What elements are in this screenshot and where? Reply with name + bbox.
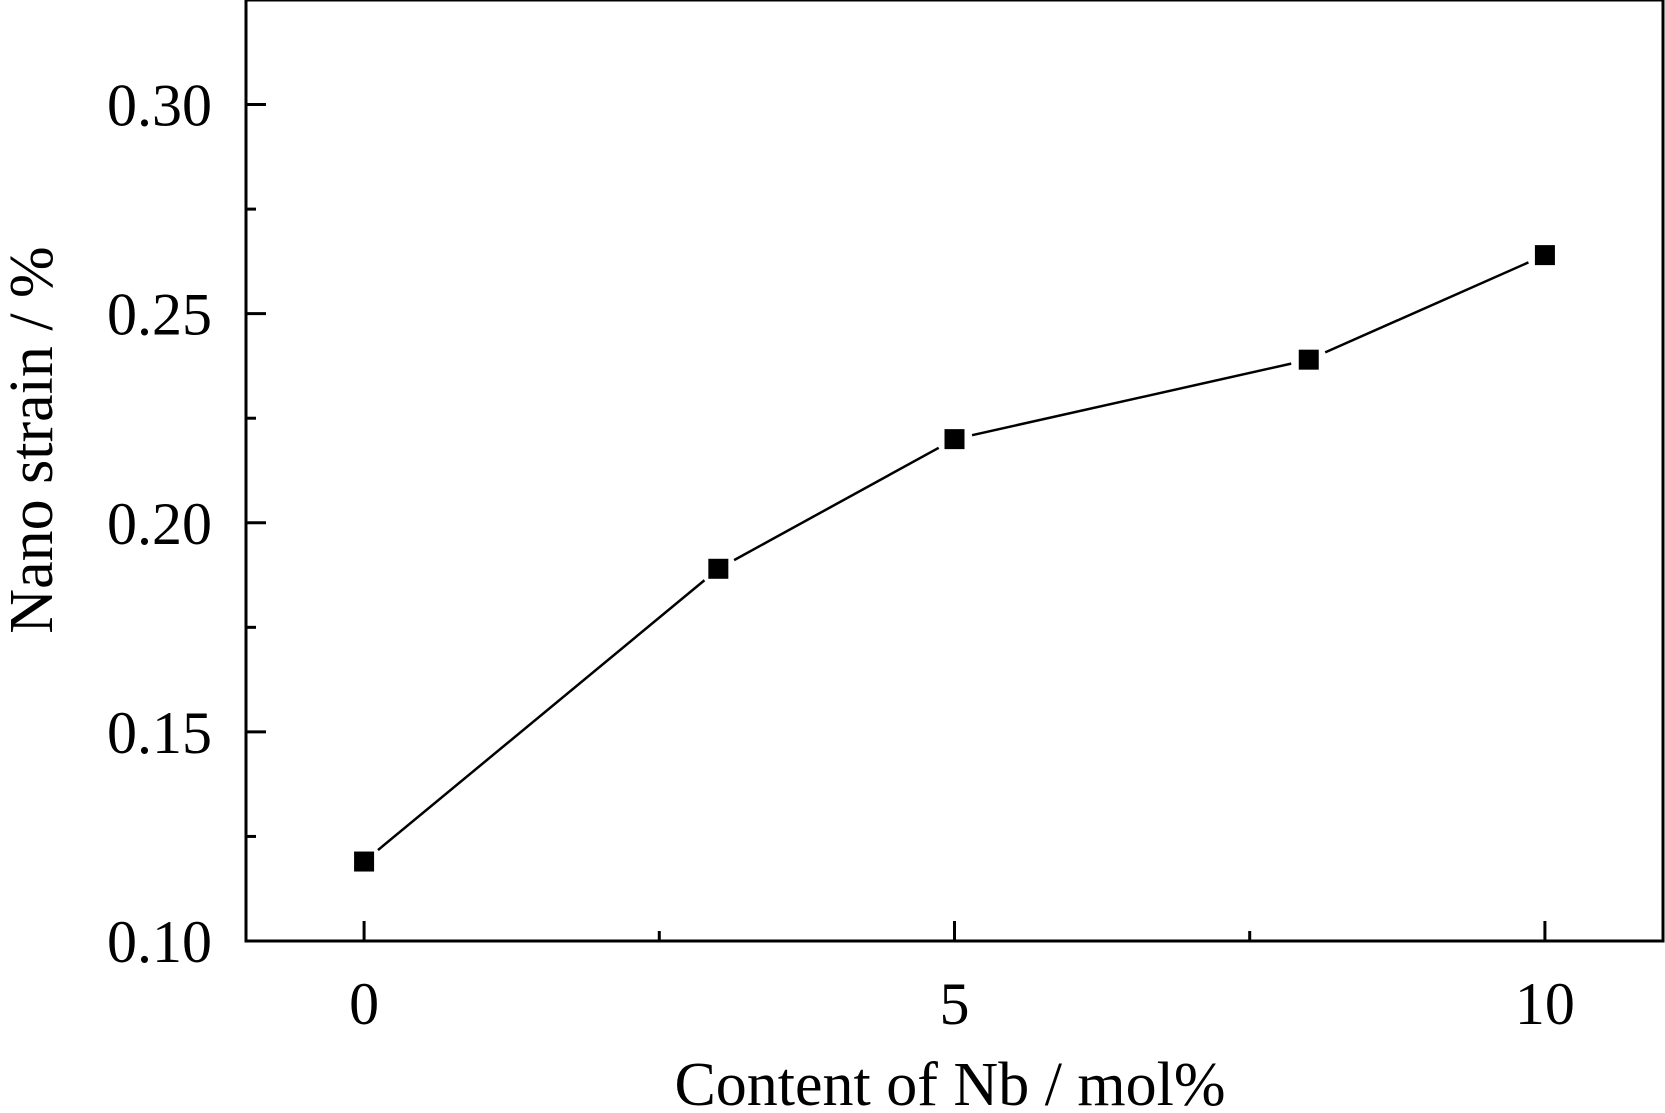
- y-axis-title: Nano strain / %: [0, 246, 66, 633]
- x-tick-label: 5: [940, 971, 970, 1037]
- data-point-marker: [1298, 349, 1319, 370]
- plot-frame: [244, 0, 1665, 943]
- x-tick-label: 0: [349, 971, 379, 1037]
- x-axis-title: Content of Nb / mol%: [674, 1051, 1225, 1108]
- y-tick-label: 0.30: [107, 73, 212, 139]
- data-point-marker: [944, 429, 965, 450]
- y-axis-ticks: 0.10 0.15 0.20 0.25 0.30: [107, 73, 266, 975]
- series-line-segment: [733, 446, 940, 562]
- y-tick-label: 0.25: [107, 282, 212, 348]
- data-point-marker: [354, 851, 375, 872]
- series-layer: [354, 245, 1555, 872]
- series-line-segment: [377, 579, 706, 852]
- series-line-segment: [971, 362, 1292, 437]
- series-line-segment: [1324, 261, 1529, 354]
- y-tick-label: 0.10: [107, 909, 212, 975]
- y-tick-label: 0.15: [107, 700, 212, 766]
- data-point-marker: [708, 558, 729, 579]
- data-point-marker: [1534, 245, 1555, 266]
- x-tick-label: 10: [1515, 971, 1575, 1037]
- x-axis-ticks: 0 5 10: [349, 921, 1575, 1037]
- y-tick-label: 0.20: [107, 491, 212, 557]
